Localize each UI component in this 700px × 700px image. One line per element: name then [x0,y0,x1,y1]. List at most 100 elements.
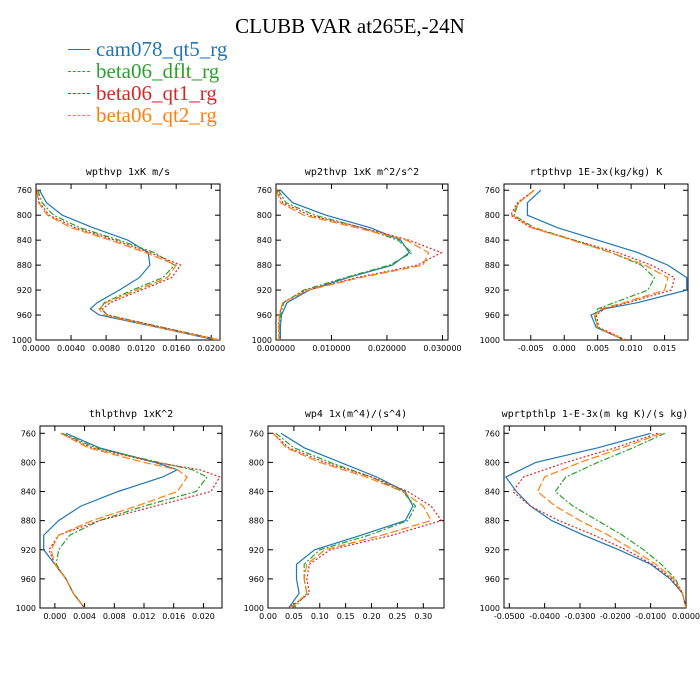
y-tick-label: 800 [257,211,272,220]
y-tick-label: 760 [257,186,272,195]
y-tick-label: 880 [257,261,272,270]
y-tick-label: 920 [485,546,500,555]
y-tick-label: 840 [485,488,500,497]
legend-label: beta06_qt1_rg [96,81,217,105]
panel-title: wpthvp 1xK m/s [86,167,170,178]
legend: cam078_qt5_rg beta06_dflt_rg beta06_qt1_… [68,38,227,126]
plot-frame [267,425,445,609]
x-tick-label: 0.0040 [57,344,85,353]
y-tick-label: 1000 [244,604,264,613]
series-line-beta06_dflt_rg [55,432,209,608]
legend-item: beta06_qt2_rg [68,104,227,126]
y-tick-label: 920 [485,286,500,295]
y-tick-label: 760 [249,429,264,438]
x-tick-label: 0.20 [363,612,381,621]
x-tick-label: 0.004 [73,612,96,621]
panel-title: wprtpthlp 1-E-3x(m kg K)/(s kg) [502,409,689,420]
series-line-cam078_qt5_rg [43,432,179,608]
y-tick-label: 960 [17,311,32,320]
series-line-beta06_qt1_rg [36,190,220,340]
y-tick-label: 840 [249,488,264,497]
x-tick-label: 0.015 [653,344,676,353]
x-tick-label: -0.0300 [565,612,596,621]
x-tick-label: 0.010000 [312,344,350,353]
series-line-beta06_dflt_rg [513,189,656,340]
x-tick-label: -0.0200 [600,612,631,621]
y-tick-label: 760 [21,429,36,438]
legend-item: cam078_qt5_rg [68,38,227,60]
y-tick-label: 1000 [252,336,272,345]
plot-frame [275,183,449,341]
x-tick-label: 0.0200 [197,344,225,353]
x-tick-label: 0.10 [311,612,329,621]
legend-label: beta06_qt2_rg [96,103,217,127]
legend-item: beta06_dflt_rg [68,60,227,82]
legend-item: beta06_qt1_rg [68,82,227,104]
series-line-beta06_dflt_rg [277,189,413,340]
panel-4: thlpthvp 1xK^2 0.000 0.004 0.008 0.012 0.016 0… [16,409,223,621]
y-tick-label: 760 [485,186,500,195]
x-tick-label: 0.020000 [368,344,406,353]
series-line-cam078_qt5_rg [38,189,216,340]
y-tick-label: 840 [21,488,36,497]
panel-3: rtpthvp 1E-3x(kg/kg) K -0.005 0.000 0.005 0.… [480,167,689,353]
legend-label: beta06_dflt_rg [96,59,220,83]
x-tick-label: 0.00 [259,612,277,621]
x-tick-label: -0.005 [518,344,544,353]
y-tick-label: 880 [249,517,264,526]
y-tick-label: 960 [257,311,272,320]
y-tick-label: 800 [21,458,36,467]
legend-label: cam078_qt5_rg [96,37,228,61]
panel-title: thlpthvp 1xK^2 [89,409,173,420]
y-tick-label: 800 [249,458,264,467]
y-tick-label: 800 [485,458,500,467]
y-tick-label: 760 [485,429,500,438]
x-tick-label: 0.010 [620,344,643,353]
figure-title: CLUBB VAR at265E,-24N [235,14,465,38]
series-line-cam078_qt5_rg [526,189,688,340]
panel-2: wp2thvp 1xK m^2/s^2 0.000000 0.010000 0.020… [252,167,462,353]
plot-frame [503,425,687,609]
x-tick-label: -0.0100 [635,612,666,621]
y-tick-label: 880 [485,517,500,526]
x-tick-label: 0.030000 [423,344,461,353]
series-line-beta06_qt1_rg [272,432,443,608]
y-tick-label: 1000 [480,604,500,613]
series-line-cam078_qt5_rg [504,432,686,608]
y-tick-label: 880 [485,261,500,270]
y-tick-label: 920 [249,546,264,555]
x-tick-label: 0.020 [192,612,215,621]
panel-title: wp2thvp 1xK m^2/s^2 [305,167,419,178]
series-line-beta06_qt2_rg [536,432,686,608]
y-tick-label: 920 [21,546,36,555]
series-line-beta06_dflt_rg [37,190,220,340]
series-line-beta06_qt2_rg [50,432,188,608]
x-tick-label: 0.25 [389,612,407,621]
series-line-beta06_qt2_rg [276,190,430,340]
x-tick-label: -0.0500 [494,612,525,621]
x-tick-label: 0.15 [337,612,355,621]
y-tick-label: 960 [249,575,264,584]
series-line-beta06_qt2_rg [36,190,219,340]
x-tick-label: 0.012 [133,612,156,621]
y-tick-label: 1000 [12,336,32,345]
x-tick-label: 0.05 [285,612,303,621]
y-tick-label: 960 [21,575,36,584]
legend-swatch-3 [68,114,90,116]
plot-frame [35,183,221,341]
y-tick-label: 960 [485,575,500,584]
legend-swatch-0 [68,48,90,50]
panel-5: wp4 1x(m^4)/(s^4) 0.00 0.05 0.10 0.15 0.20 0.2… [244,409,445,621]
y-tick-label: 880 [17,261,32,270]
plot-frame [39,425,223,609]
y-tick-label: 960 [485,311,500,320]
series-line-cam078_qt5_rg [280,432,414,608]
series-line-beta06_qt2_rg [511,189,669,340]
y-tick-label: 920 [257,286,272,295]
y-tick-label: 840 [17,236,32,245]
y-tick-label: 840 [257,236,272,245]
panel-6: wprtpthlp 1-E-3x(m kg K)/(s kg) -0.0500 -0… [480,409,700,621]
x-tick-label: 0.000 [43,612,66,621]
x-tick-label: 0.0080 [92,344,120,353]
